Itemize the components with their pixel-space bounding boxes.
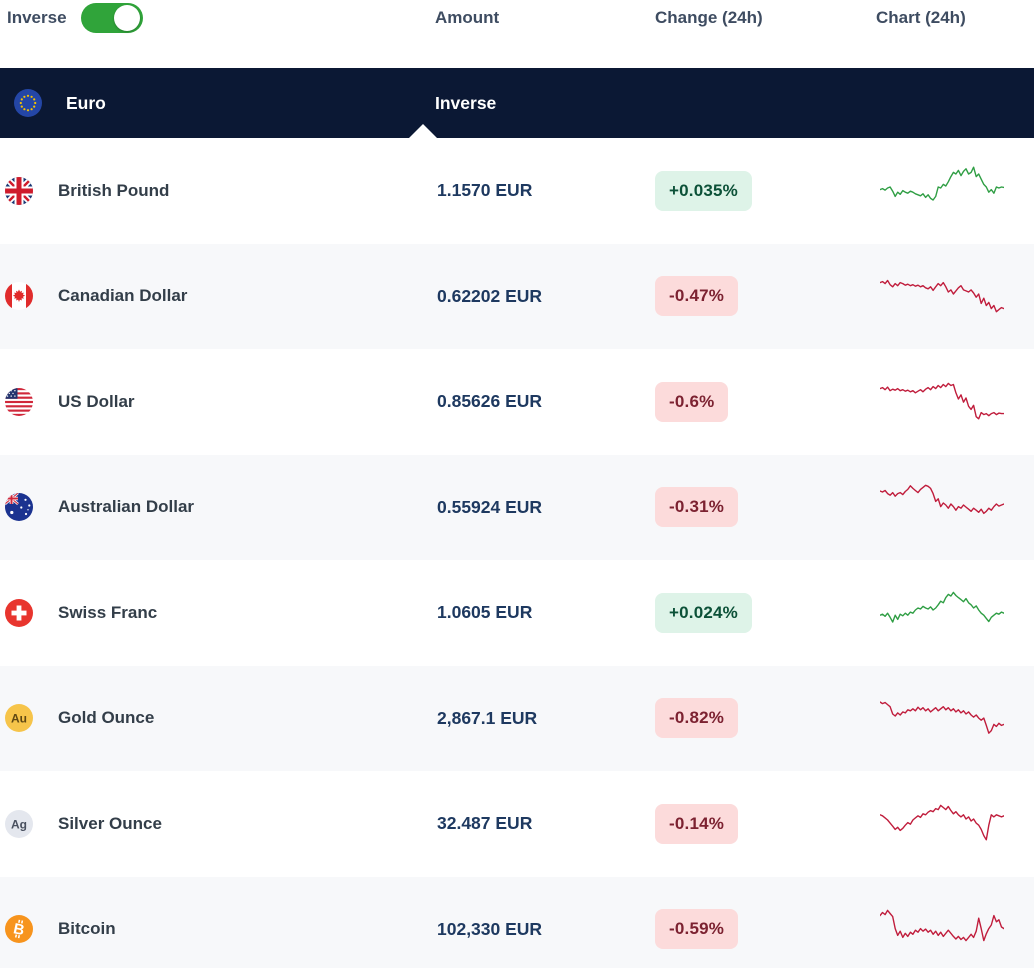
gold-ounce-icon: Au — [5, 704, 33, 733]
change-badge: -0.31% — [655, 487, 739, 528]
amount-value: 0.62202 EUR — [437, 285, 543, 306]
currency-name: British Pound — [58, 180, 170, 200]
change-badge: -0.59% — [655, 909, 739, 950]
column-pointer-notch — [409, 124, 437, 138]
table-row-silver-ounce[interactable]: Ag Silver Ounce 32.487 EUR -0.14% — [0, 771, 1034, 877]
amount-value: 1.1570 EUR — [437, 180, 533, 201]
table-row-us-dollar[interactable]: US Dollar 0.85626 EUR -0.6% — [0, 349, 1034, 455]
silver-ounce-icon: Ag — [5, 809, 33, 838]
canadian-dollar-flag-icon — [5, 282, 33, 311]
svg-text:B: B — [12, 921, 26, 940]
table-row-swiss-franc[interactable]: Swiss Franc 1.0605 EUR +0.024% — [0, 560, 1034, 666]
column-header-amount: Amount — [435, 8, 500, 27]
column-header-chart: Chart (24h) — [876, 8, 966, 27]
change-badge: -0.82% — [655, 698, 739, 739]
amount-value: 32.487 EUR — [437, 813, 533, 834]
sparkline-chart — [879, 279, 1005, 313]
svg-text:Au: Au — [11, 712, 27, 726]
amount-value: 1.0605 EUR — [437, 602, 533, 623]
change-badge: -0.47% — [655, 276, 739, 317]
inverse-toggle-label: Inverse — [7, 8, 67, 27]
currency-name: Bitcoin — [58, 919, 116, 939]
currency-name: Swiss Franc — [58, 602, 158, 622]
change-badge: +0.024% — [655, 592, 752, 633]
sparkline-chart — [879, 484, 1005, 514]
svg-text:Ag: Ag — [11, 817, 27, 831]
change-badge: +0.035% — [655, 170, 752, 211]
column-header-change: Change (24h) — [655, 8, 763, 27]
sparkline-chart — [879, 701, 1005, 734]
amount-value: 0.55924 EUR — [437, 496, 543, 517]
change-badge: -0.14% — [655, 803, 739, 844]
currency-name: Silver Ounce — [58, 813, 162, 833]
us-dollar-flag-icon — [5, 387, 33, 416]
table-row-canadian-dollar[interactable]: Canadian Dollar 0.62202 EUR -0.47% — [0, 243, 1034, 349]
base-amount-header: Inverse — [435, 92, 497, 113]
currency-name: Australian Dollar — [58, 497, 195, 517]
table-row-gold-ounce[interactable]: Au Gold Ounce 2,867.1 EUR -0.82% — [0, 665, 1034, 771]
swiss-franc-flag-icon — [5, 598, 33, 627]
table-row-australian-dollar[interactable]: Australian Dollar 0.55924 EUR -0.31% — [0, 454, 1034, 560]
british-pound-flag-icon — [5, 176, 33, 205]
inverse-toggle[interactable] — [80, 3, 143, 33]
amount-value: 102,330 EUR — [437, 918, 543, 939]
table-column-headers: Inverse Amount Change (24h) Chart (24h) — [0, 0, 1034, 68]
currency-name: Gold Ounce — [58, 708, 155, 728]
sparkline-chart — [879, 909, 1005, 942]
table-body: British Pound 1.1570 EUR +0.035% Canadia… — [0, 138, 1034, 968]
sparkline-chart — [879, 382, 1005, 420]
currency-name: Canadian Dollar — [58, 286, 188, 306]
table-row-bitcoin[interactable]: B Bitcoin 102,330 EUR -0.59% — [0, 876, 1034, 968]
sparkline-chart — [879, 804, 1005, 841]
table-row-british-pound[interactable]: British Pound 1.1570 EUR +0.035% — [0, 138, 1034, 244]
australian-dollar-flag-icon — [5, 493, 33, 522]
euro-flag-icon — [14, 89, 42, 117]
currency-name: US Dollar — [58, 391, 135, 411]
base-currency-row[interactable]: Euro Inverse — [0, 68, 1034, 138]
change-badge: -0.6% — [655, 381, 729, 422]
toggle-knob — [113, 5, 140, 31]
bitcoin-icon: B — [5, 915, 33, 944]
amount-value: 0.85626 EUR — [437, 391, 543, 412]
base-currency-name: Euro — [66, 92, 106, 113]
sparkline-chart — [879, 166, 1005, 201]
amount-value: 2,867.1 EUR — [437, 707, 538, 728]
sparkline-chart — [879, 591, 1005, 623]
